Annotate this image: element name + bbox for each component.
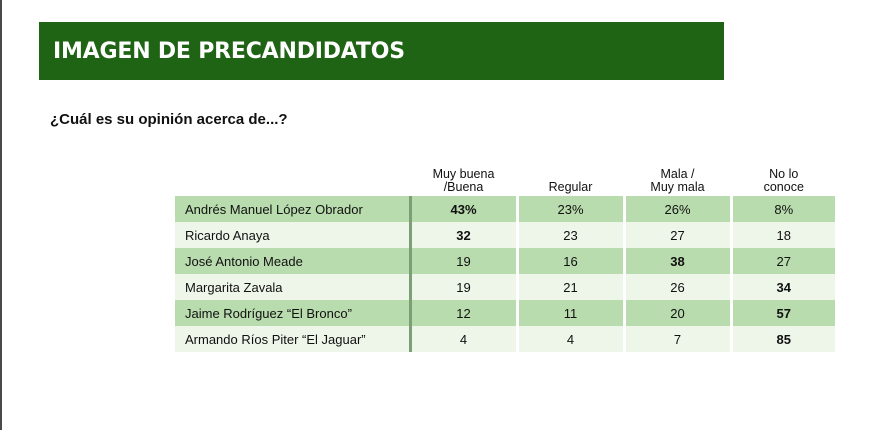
- column-header: Muy buena/Buena: [408, 160, 517, 196]
- value-cell: 43%: [408, 196, 517, 222]
- value-cell: 16: [515, 248, 624, 274]
- candidate-name: Margarita Zavala: [175, 274, 410, 300]
- value-cell: 21: [515, 274, 624, 300]
- value-cell: 8%: [729, 196, 835, 222]
- table-row: José Antonio Meade 19 16 38 27: [175, 248, 835, 274]
- cell-value: 32: [456, 227, 471, 243]
- opinion-table: Muy buena/Buena Regular Mala / Muy mala N…: [175, 160, 835, 352]
- value-cell: 34: [729, 274, 835, 300]
- header-row: Muy buena/Buena Regular Mala / Muy mala N…: [175, 160, 835, 196]
- table-row: Armando Ríos Piter “El Jaguar” 4 4 7 85: [175, 326, 835, 352]
- candidate-name: José Antonio Meade: [175, 248, 410, 274]
- candidate-name: Ricardo Anaya: [175, 222, 410, 248]
- value-cell: 85: [729, 326, 835, 352]
- column-header: No lo conoce: [729, 160, 835, 196]
- column-header: Mala / Muy mala: [622, 160, 731, 196]
- value-cell: 20: [622, 300, 731, 326]
- value-cell: 18: [729, 222, 835, 248]
- cell-value: 57: [776, 305, 791, 321]
- value-cell: 12: [408, 300, 517, 326]
- title-banner: IMAGEN DE PRECANDIDATOS: [39, 22, 724, 80]
- cell-value: 11: [563, 305, 578, 321]
- cell-value: 26: [670, 279, 685, 295]
- cell-value: 18: [776, 227, 791, 243]
- cell-value: 20: [670, 305, 685, 321]
- value-cell: 7: [622, 326, 731, 352]
- value-cell: 19: [408, 274, 517, 300]
- cell-value: 7: [673, 331, 682, 347]
- cell-value: 27: [670, 227, 685, 243]
- column-header: Regular: [515, 160, 624, 196]
- cell-value: 23%: [557, 201, 584, 217]
- cell-value: 38: [670, 253, 685, 269]
- candidate-name: Andrés Manuel López Obrador: [175, 196, 410, 222]
- value-cell: 23%: [515, 196, 624, 222]
- page-left-border: [0, 0, 2, 430]
- table-row: Jaime Rodríguez “El Bronco” 12 11 20 57: [175, 300, 835, 326]
- value-cell: 23: [515, 222, 624, 248]
- value-cell: 38: [622, 248, 731, 274]
- table-row: Ricardo Anaya 32 23 27 18: [175, 222, 835, 248]
- value-cell: 26%: [622, 196, 731, 222]
- value-cell: 4: [408, 326, 517, 352]
- candidate-name: Armando Ríos Piter “El Jaguar”: [175, 326, 410, 352]
- cell-value: 4: [459, 331, 468, 347]
- table-row: Margarita Zavala 19 21 26 34: [175, 274, 835, 300]
- cell-value: 8%: [774, 201, 794, 217]
- header-empty: [175, 160, 410, 196]
- value-cell: 27: [622, 222, 731, 248]
- page-title: IMAGEN DE PRECANDIDATOS: [53, 38, 405, 64]
- cell-value: 34: [776, 279, 791, 295]
- cell-value: 12: [456, 305, 471, 321]
- cell-value: 21: [563, 279, 578, 295]
- table-row: Andrés Manuel López Obrador 43% 23% 26% 8%: [175, 196, 835, 222]
- value-cell: 11: [515, 300, 624, 326]
- value-cell: 32: [408, 222, 517, 248]
- cell-value: 4: [566, 331, 575, 347]
- value-cell: 27: [729, 248, 835, 274]
- candidate-name: Jaime Rodríguez “El Bronco”: [175, 300, 410, 326]
- cell-value: 43%: [450, 201, 477, 217]
- cell-value: 16: [563, 253, 578, 269]
- cell-value: 27: [776, 253, 791, 269]
- value-cell: 57: [729, 300, 835, 326]
- value-cell: 4: [515, 326, 624, 352]
- cell-value: 19: [456, 279, 471, 295]
- cell-value: 26%: [664, 201, 691, 217]
- cell-value: 23: [563, 227, 578, 243]
- cell-value: 85: [776, 331, 791, 347]
- cell-value: 19: [456, 253, 471, 269]
- value-cell: 26: [622, 274, 731, 300]
- survey-question: ¿Cuál es su opinión acerca de...?: [50, 111, 288, 128]
- value-cell: 19: [408, 248, 517, 274]
